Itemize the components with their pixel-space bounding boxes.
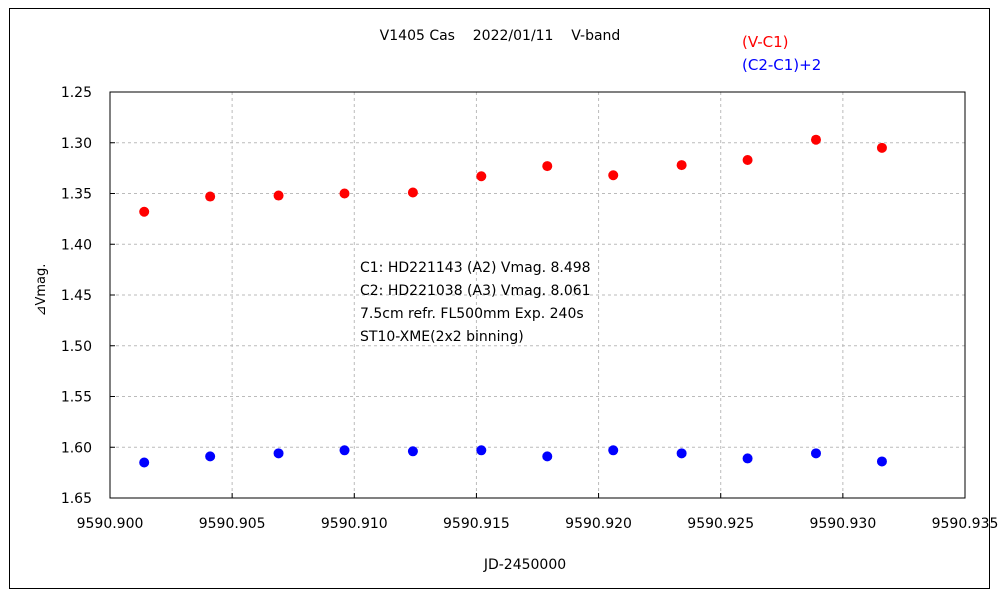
- c2-c1-point: [339, 445, 350, 456]
- v-c1-point: [742, 155, 753, 166]
- v-c1-point: [676, 160, 687, 171]
- v-c1-point: [407, 187, 418, 198]
- annotation-line: 7.5cm refr. FL500mm Exp. 240s: [360, 306, 584, 322]
- v-c1-point: [139, 206, 150, 217]
- y-tick-label: 1.30: [61, 136, 92, 152]
- c2-c1-point: [205, 451, 216, 462]
- annotation-line: C2: HD221038 (A3) Vmag. 8.061: [360, 283, 591, 299]
- legend-c2-c1: (C2-C1)+2: [742, 56, 821, 74]
- y-tick-label: 1.35: [61, 187, 92, 203]
- c2-c1-point: [273, 448, 284, 459]
- c2-c1-point: [139, 457, 150, 468]
- chart-title: V1405 Cas 2022/01/11 V-band: [380, 28, 621, 44]
- x-tick-label: 9590.925: [687, 516, 754, 532]
- y-tick-label: 1.25: [61, 85, 92, 101]
- v-c1-point: [876, 142, 887, 153]
- y-tick-label: 1.45: [61, 288, 92, 304]
- x-axis-label: JD-2450000: [483, 557, 566, 573]
- y-tick-label: 1.60: [61, 440, 92, 456]
- c2-c1-point: [876, 456, 887, 467]
- x-tick-label: 9590.935: [932, 516, 999, 532]
- x-tick-label: 9590.930: [809, 516, 876, 532]
- v-c1-point: [608, 170, 619, 181]
- v-c1-point: [205, 191, 216, 202]
- x-tick-label: 9590.915: [443, 516, 510, 532]
- c2-c1-point: [407, 446, 418, 457]
- x-tick-label: 9590.905: [199, 516, 266, 532]
- v-c1-point: [476, 171, 487, 182]
- y-tick-label: 1.40: [61, 237, 92, 253]
- x-tick-label: 9590.900: [77, 516, 144, 532]
- y-tick-label: 1.50: [61, 339, 92, 355]
- legend-v-c1: (V-C1): [742, 33, 789, 51]
- chart-frame: [9, 8, 990, 589]
- c2-c1-point: [676, 448, 687, 459]
- annotation-line: ST10-XME(2x2 binning): [360, 329, 524, 345]
- c2-c1-point: [810, 448, 821, 459]
- v-c1-point: [810, 134, 821, 145]
- x-tick-label: 9590.910: [321, 516, 388, 532]
- y-tick-label: 1.65: [61, 491, 92, 507]
- c2-c1-point: [742, 453, 753, 464]
- c2-c1-point: [476, 445, 487, 456]
- y-tick-label: 1.55: [61, 390, 92, 406]
- annotation-line: C1: HD221143 (A2) Vmag. 8.498: [360, 260, 591, 276]
- y-axis-label: ⊿Vmag.: [34, 264, 49, 317]
- c2-c1-point: [542, 451, 553, 462]
- x-tick-label: 9590.920: [565, 516, 632, 532]
- c2-c1-point: [608, 445, 619, 456]
- v-c1-point: [273, 190, 284, 201]
- v-c1-point: [542, 161, 553, 172]
- grid: [110, 92, 965, 498]
- v-c1-point: [339, 188, 350, 199]
